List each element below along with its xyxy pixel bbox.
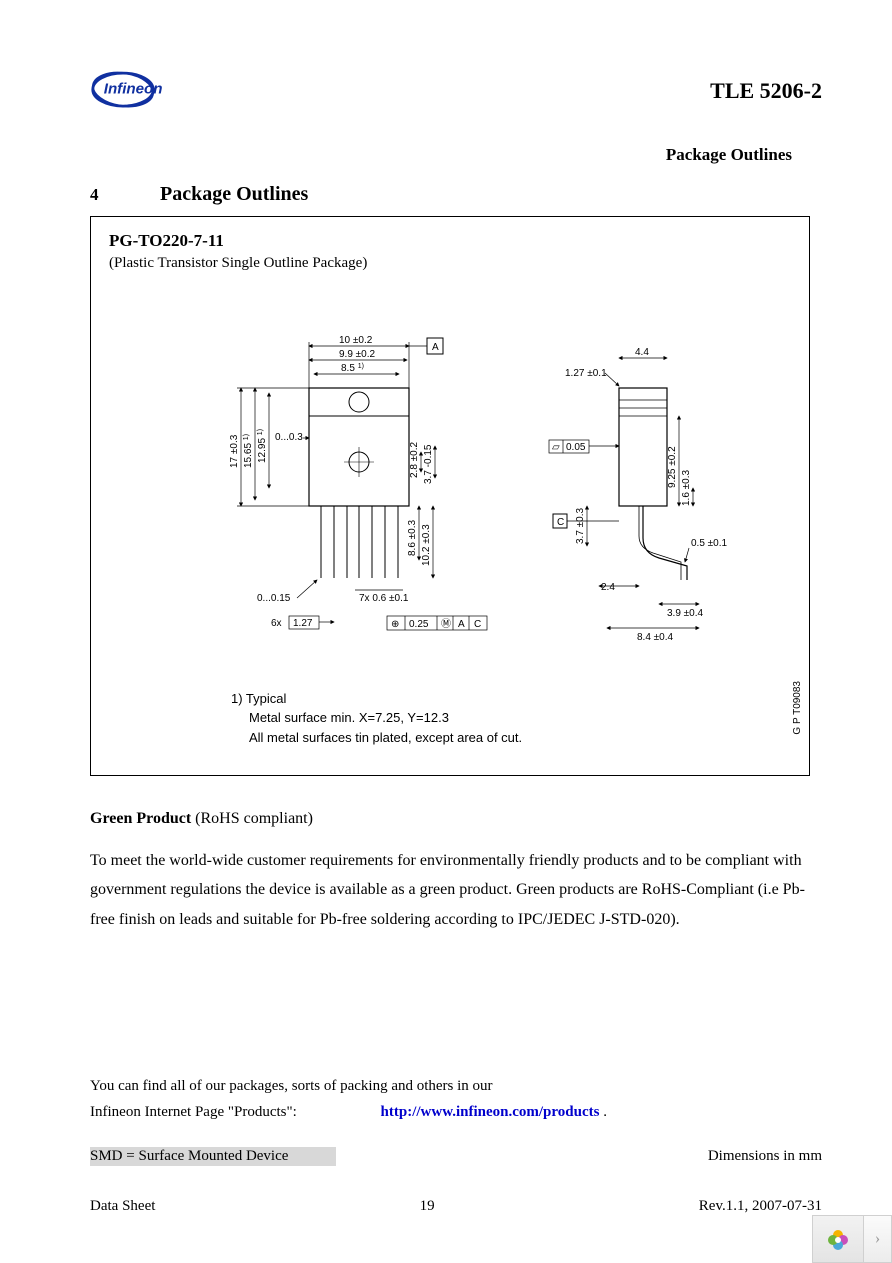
dim-label: 3.9 ±0.4 (667, 608, 704, 619)
footer-revision: Rev.1.1, 2007-07-31 (699, 1198, 822, 1215)
section-label-top: Package Outlines (90, 145, 822, 165)
drawing-code: G P T09083 (792, 681, 803, 735)
dim-label: 8.6 ±0.3 (407, 519, 418, 556)
smd-definition: SMD = Surface Mounted Device (90, 1147, 336, 1166)
dim-label: 0...0.15 (257, 593, 291, 604)
green-product-paragraph: To meet the world-wide customer requirem… (90, 846, 822, 935)
svg-text:⊕: ⊕ (391, 619, 399, 630)
links-line-2: Infineon Internet Page "Products": (90, 1104, 297, 1120)
dim-label: 3.7 ±0.3 (575, 507, 586, 544)
dim-label: 4.4 (635, 347, 649, 358)
nav-flower-icon[interactable] (812, 1215, 864, 1263)
note-line: All metal surfaces tin plated, except ar… (231, 728, 522, 748)
page-header: Infineon TLE 5206-2 (90, 60, 822, 115)
dim-label: 2.4 (601, 582, 615, 593)
products-url[interactable]: http://www.infineon.com/products (381, 1104, 600, 1120)
technical-drawing: 10 ±0.2 9.9 ±0.2 8.5 1) A 17 (109, 288, 789, 668)
svg-text:Ⓜ: Ⓜ (441, 618, 451, 630)
dimensions-unit: Dimensions in mm (708, 1148, 822, 1165)
green-product-lead: Green Product (90, 810, 191, 827)
page-footer: Data Sheet 19 Rev.1.1, 2007-07-31 (90, 1198, 822, 1215)
links-period: . (603, 1104, 607, 1120)
section-title: Package Outlines (160, 183, 308, 206)
svg-text:0.05: 0.05 (566, 442, 586, 453)
section-number: 4 (90, 185, 160, 205)
svg-text:0.25: 0.25 (409, 619, 429, 630)
doc-title: TLE 5206-2 (710, 60, 822, 104)
package-subtitle: (Plastic Transistor Single Outline Packa… (109, 255, 791, 272)
dim-label: 8.4 ±0.4 (637, 632, 674, 643)
links-block: You can find all of our packages, sorts … (90, 1074, 822, 1125)
package-figure: PG-TO220-7-11 (Plastic Transistor Single… (90, 216, 810, 776)
svg-text:C: C (474, 619, 481, 630)
footer-page-number: 19 (420, 1198, 435, 1215)
brand-logo: Infineon (90, 60, 200, 115)
dim-label: 9.25 ±0.2 (667, 446, 678, 488)
dim-label: 17 ±0.3 (229, 434, 240, 468)
chevron-right-icon: › (875, 1230, 880, 1248)
dim-label: 12.95 1) (257, 429, 268, 463)
dim-label: 0...0.3 (275, 432, 303, 443)
drawing-notes: 1) Typical Metal surface min. X=7.25, Y=… (231, 689, 522, 748)
datum-c: C (557, 517, 564, 528)
infineon-logo-icon: Infineon (90, 60, 200, 115)
dim-label: 6x (271, 618, 282, 629)
smd-row: SMD = Surface Mounted Device Dimensions … (90, 1147, 822, 1166)
dim-label: 1.6 ±0.3 (681, 469, 692, 506)
dim-label: 9.9 ±0.2 (339, 349, 376, 360)
dim-label: 15.65 1) (243, 434, 254, 468)
svg-text:Infineon: Infineon (104, 81, 163, 98)
dim-label: 10.2 ±0.3 (421, 524, 432, 566)
note-line: Metal surface min. X=7.25, Y=12.3 (231, 708, 522, 728)
footer-left: Data Sheet (90, 1198, 155, 1215)
nav-next-button[interactable]: › (864, 1215, 892, 1263)
note-line: 1) Typical (231, 689, 522, 709)
nav-widget: › (812, 1215, 892, 1263)
svg-text:A: A (458, 619, 465, 630)
dim-label: 1.27 (293, 618, 313, 629)
dim-label: 3.7 -0.15 (423, 444, 434, 484)
section-heading: 4 Package Outlines (90, 183, 822, 206)
links-line-1: You can find all of our packages, sorts … (90, 1074, 822, 1100)
body-text: Green Product (RoHS compliant) To meet t… (90, 804, 822, 934)
dim-label: 7x 0.6 ±0.1 (359, 593, 409, 604)
green-product-paren: (RoHS compliant) (191, 810, 313, 827)
dim-label: 10 ±0.2 (339, 335, 373, 346)
dim-label: 0.5 ±0.1 (691, 538, 728, 549)
package-name: PG-TO220-7-11 (109, 231, 791, 251)
dim-label: 1.27 ±0.1 (565, 368, 607, 379)
dim-label: 2.8 ±0.2 (409, 441, 420, 478)
svg-text:▱: ▱ (552, 442, 560, 453)
datum-a: A (432, 342, 439, 353)
dim-label: 8.5 1) (341, 363, 364, 374)
